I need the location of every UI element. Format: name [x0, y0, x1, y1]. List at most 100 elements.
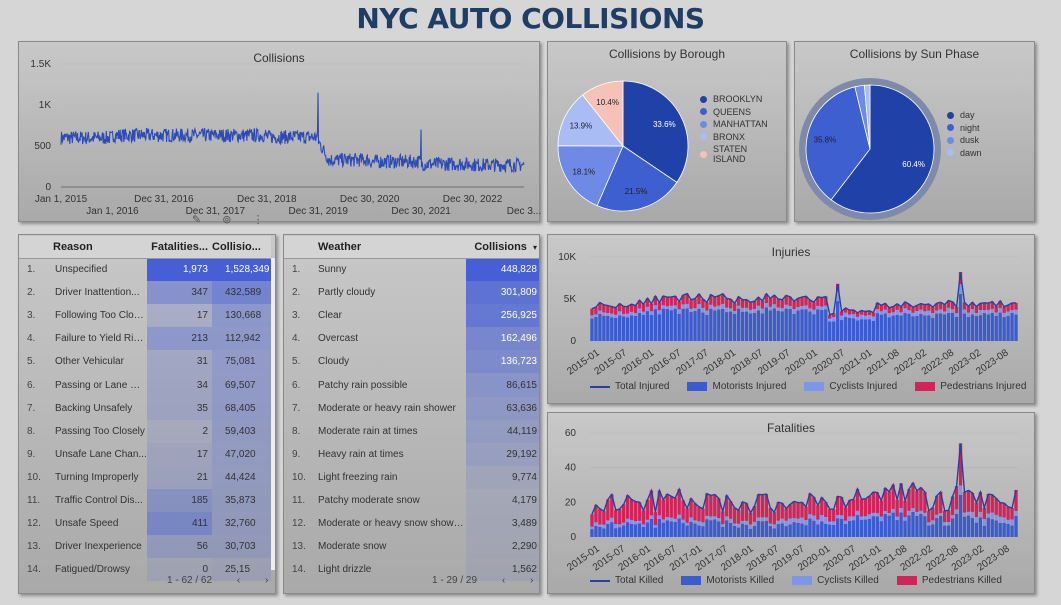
pedestrians-bar [836, 496, 840, 516]
pedestrians-bar [689, 498, 693, 518]
table-row[interactable]: 14. Fatigued/Drowsy 0 25,15 [19, 558, 271, 582]
motorists-bar [622, 316, 626, 341]
table-row[interactable]: 8. Passing Too Closely 2 59,403 [19, 419, 271, 443]
legend-label: Cyclists Injured [829, 381, 898, 392]
y-tick-label: 0 [45, 182, 51, 193]
motorists-bar [633, 524, 638, 537]
reasons-scrollbar[interactable] [271, 258, 275, 570]
table-row[interactable]: 12. Moderate or heavy snow showers 3,489 [284, 512, 539, 536]
table-row[interactable]: 4. Overcast 162,496 [284, 327, 539, 351]
cyclists-bar [800, 517, 804, 524]
legend-item[interactable]: Pedestrians Killed [896, 575, 1002, 586]
table-row[interactable]: 10. Turning Improperly 21 44,424 [19, 465, 271, 489]
fatalities-legend: Total Killed Motorists Killed Cyclists Kil… [590, 575, 1002, 586]
weather-collisions-column-header[interactable]: Collisions ▾ [466, 236, 539, 259]
next-page-icon[interactable]: › [264, 575, 269, 586]
table-row[interactable]: 11. Traffic Control Dis... 185 35,873 [19, 488, 271, 513]
table-row[interactable]: 2. Driver Inattention... 347 432,589 [19, 281, 271, 305]
motorists-bar [701, 526, 705, 537]
legend-item[interactable]: Total Injured [590, 381, 669, 392]
pedestrians-bar [629, 499, 634, 520]
table-row[interactable]: 5. Other Vehicular 31 75,081 [19, 350, 271, 374]
legend-item[interactable]: Total Killed [590, 575, 663, 586]
pedestrians-bar [729, 501, 733, 519]
cyclists-bar [871, 512, 876, 517]
cyclists-bar [657, 310, 662, 315]
legend-item[interactable]: MANHATTAN [700, 118, 768, 131]
pedestrians-bar [673, 296, 677, 306]
slice-label: 21.5% [625, 187, 648, 196]
table-row[interactable]: 2. Partly cloudy 301,809 [284, 281, 539, 305]
injuries-chart[interactable]: 10K5K02015-012015-072016-012016-072017-0… [548, 235, 1036, 405]
pedestrians-bar [950, 301, 955, 310]
borough-pie-chart[interactable]: 33.6% 21.5% 18.1% 13.9% 10.4% [548, 42, 788, 223]
edit-icon[interactable]: ✎ [192, 214, 202, 226]
pedestrians-bar [614, 510, 618, 525]
next-page-icon[interactable]: › [529, 575, 534, 586]
table-row[interactable]: 12. Unsafe Speed 411 32,760 [19, 512, 271, 536]
table-row[interactable]: 3. Clear 256,925 [284, 304, 539, 328]
pedestrians-bar [625, 495, 630, 519]
pedestrians-bar [796, 298, 800, 308]
more-icon[interactable]: ⋮ [252, 214, 264, 226]
collisions-column-header[interactable]: Collisio... [212, 236, 271, 259]
table-row[interactable]: 1. Sunny 448,828 [284, 258, 539, 282]
table-row[interactable]: 3. Following Too Clos... 17 130,668 [19, 304, 271, 328]
legend-item[interactable]: day [947, 109, 982, 122]
legend-item[interactable]: Cyclists Killed [792, 575, 879, 586]
legend-item[interactable]: Motorists Injured [687, 381, 786, 392]
prev-page-icon[interactable]: ‹ [236, 575, 241, 586]
focus-icon[interactable]: ⊚ [222, 214, 232, 226]
table-row[interactable]: 5. Cloudy 136,723 [284, 350, 539, 374]
table-row[interactable]: 7. Moderate or heavy rain shower 63,636 [284, 396, 539, 420]
legend-item[interactable]: night [947, 122, 982, 135]
legend-item[interactable]: Cyclists Injured [804, 381, 897, 392]
motorists-bar [986, 517, 990, 537]
pedestrians-bar [764, 494, 769, 518]
table-row[interactable]: 8. Moderate rain at times 44,119 [284, 419, 539, 443]
cyclists-bar [721, 524, 725, 527]
legend-item[interactable]: dawn [947, 147, 982, 160]
table-row[interactable]: 13. Moderate snow 2,290 [284, 535, 539, 559]
fatalities-column-header[interactable]: Fatalities... [147, 236, 212, 259]
table-row[interactable]: 6. Patchy rain possible 86,615 [284, 373, 539, 397]
legend-item[interactable]: BRONX [700, 131, 768, 144]
legend-item[interactable]: STATEN ISLAND [700, 143, 768, 165]
legend-item[interactable]: Motorists Killed [681, 575, 774, 586]
reason-column-header[interactable]: Reason [53, 236, 147, 259]
sort-desc-icon[interactable]: ▾ [532, 242, 537, 252]
prev-page-icon[interactable]: ‹ [501, 575, 506, 586]
motorists-bar [729, 311, 733, 341]
motorists-bar [935, 313, 939, 341]
table-row[interactable]: 6. Passing or Lane Us... 34 69,507 [19, 373, 271, 397]
motorists-bar [950, 518, 955, 537]
table-row[interactable]: 9. Heavy rain at times 29,192 [284, 442, 539, 466]
table-row[interactable]: 13. Driver Inexperience 56 30,703 [19, 535, 271, 559]
legend-label: Cyclists Killed [817, 575, 879, 586]
legend-item[interactable]: Pedestrians Injured [915, 381, 1026, 392]
motorists-bar [602, 315, 606, 341]
table-row[interactable]: 11. Patchy moderate snow 4,179 [284, 488, 539, 513]
table-row[interactable]: 10. Light freezing rain 9,774 [284, 465, 539, 489]
legend-item[interactable]: BROOKLYN [700, 93, 768, 106]
legend-item[interactable]: dusk [947, 134, 982, 147]
collisions-series-line [60, 92, 525, 174]
reason-cell: Failure to Yield Rig... [55, 333, 147, 345]
weather-collisions-cell: 448,828 [466, 258, 539, 282]
pedestrians-bar [919, 303, 923, 310]
table-row[interactable]: 7. Backing Unsafely 35 68,405 [19, 396, 271, 420]
legend-item[interactable]: QUEENS [700, 106, 768, 119]
cyclists-bar [927, 310, 931, 316]
sun-pie-chart[interactable]: 60.4% 35.8% [795, 42, 1036, 223]
x-tick-label: Dec 31, 2017 [186, 206, 246, 217]
table-row[interactable]: 14. Light drizzle 1,562 [284, 558, 539, 582]
weather-column-header[interactable]: Weather [318, 236, 466, 259]
cyclists-bar [736, 523, 741, 528]
table-row[interactable]: 1. Unspecified 1,973 1,528,349 [19, 258, 271, 282]
table-row[interactable]: 9. Unsafe Lane Chan... 17 47,020 [19, 442, 271, 466]
pedestrians-bar [982, 302, 986, 311]
table-row[interactable]: 4. Failure to Yield Rig... 213 112,942 [19, 327, 271, 351]
pedestrians-bar [784, 508, 788, 521]
fatalities-chart[interactable]: 60402002015-012015-072016-012016-072017-… [548, 413, 1036, 595]
